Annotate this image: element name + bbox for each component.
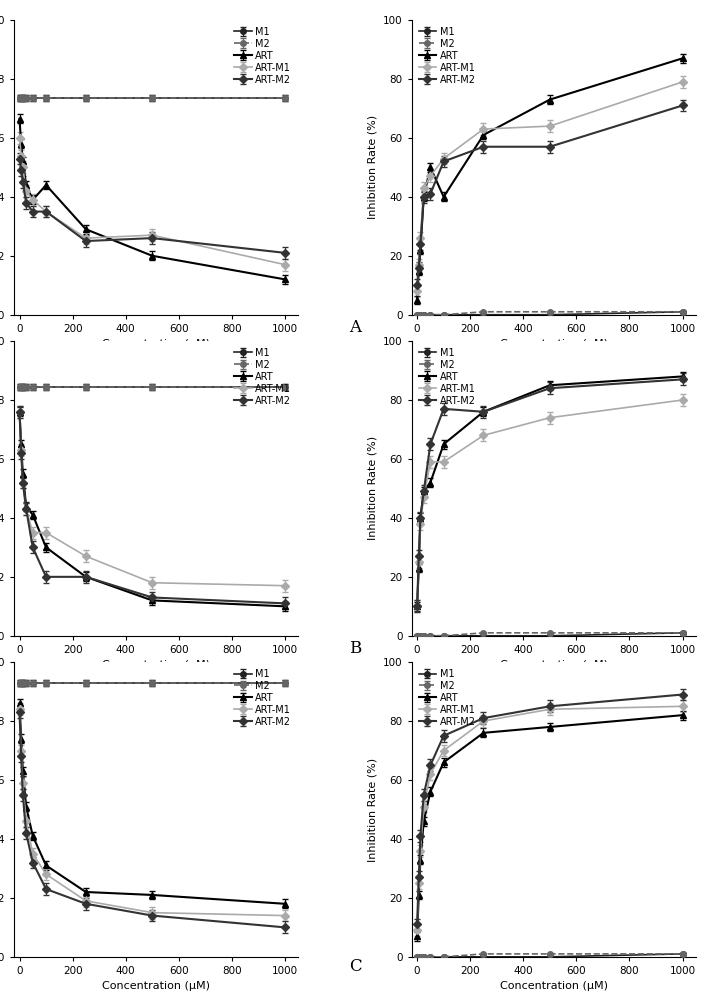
Y-axis label: Inhibition Rate (%): Inhibition Rate (%) [368, 436, 378, 540]
Legend: M1, M2, ART, ART-M1, ART-M2: M1, M2, ART, ART-M1, ART-M2 [417, 667, 478, 729]
X-axis label: Concentration (μM): Concentration (μM) [102, 339, 210, 349]
X-axis label: Concentration (μM): Concentration (μM) [500, 339, 608, 349]
Text: B: B [349, 640, 361, 657]
Y-axis label: Inhibition Rate (%): Inhibition Rate (%) [368, 115, 378, 219]
Legend: M1, M2, ART, ART-M1, ART-M2: M1, M2, ART, ART-M1, ART-M2 [232, 346, 293, 408]
Legend: M1, M2, ART, ART-M1, ART-M2: M1, M2, ART, ART-M1, ART-M2 [232, 667, 293, 729]
Legend: M1, M2, ART, ART-M1, ART-M2: M1, M2, ART, ART-M1, ART-M2 [417, 346, 478, 408]
Legend: M1, M2, ART, ART-M1, ART-M2: M1, M2, ART, ART-M1, ART-M2 [417, 25, 478, 87]
X-axis label: Concentration (μM): Concentration (μM) [102, 660, 210, 670]
X-axis label: Concentration (μM): Concentration (μM) [500, 981, 608, 991]
Y-axis label: Inhibition Rate (%): Inhibition Rate (%) [368, 757, 378, 862]
X-axis label: Concentration (μM): Concentration (μM) [500, 660, 608, 670]
Legend: M1, M2, ART, ART-M1, ART-M2: M1, M2, ART, ART-M1, ART-M2 [232, 25, 293, 87]
Text: C: C [349, 958, 361, 975]
X-axis label: Concentration (μM): Concentration (μM) [102, 981, 210, 991]
Text: A: A [349, 319, 361, 336]
